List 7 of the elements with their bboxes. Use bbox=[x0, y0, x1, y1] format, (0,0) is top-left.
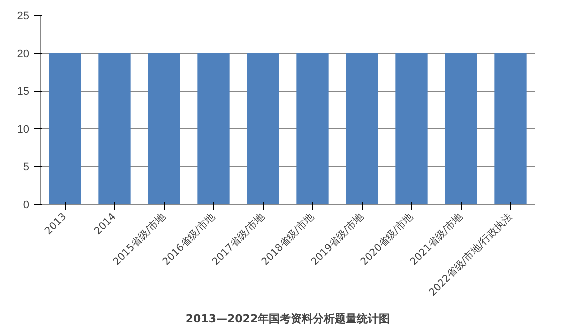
y-tick-label: 20 bbox=[17, 48, 30, 60]
y-tick-label: 25 bbox=[17, 10, 30, 22]
y-tick-label: 15 bbox=[17, 86, 30, 98]
text: 2013—2022年国考资料分析题量统计图 bbox=[186, 312, 390, 326]
y-tick-label: 10 bbox=[17, 124, 30, 136]
y-tick-label: 5 bbox=[23, 162, 30, 174]
y-tick-label: 0 bbox=[23, 200, 30, 212]
